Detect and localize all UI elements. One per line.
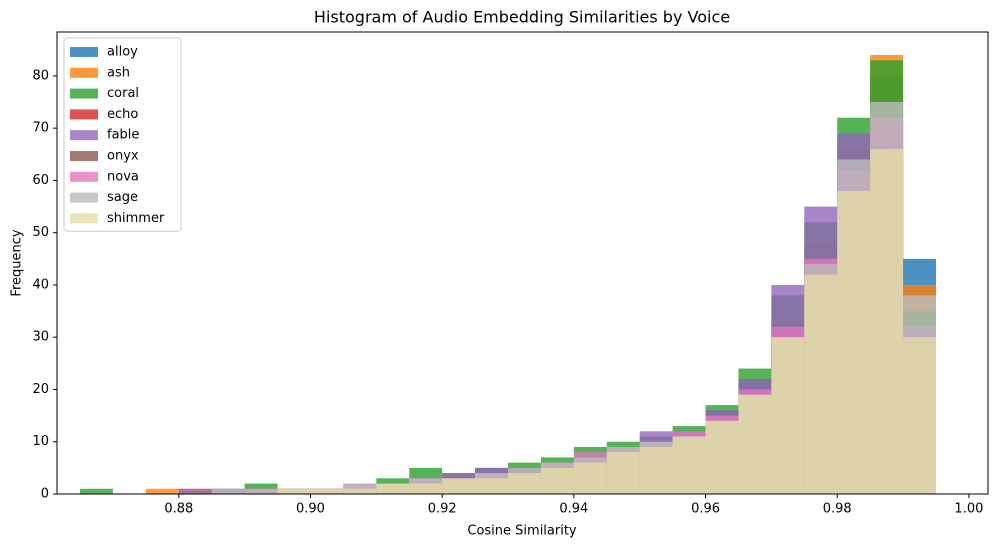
y-axis-label: Frequency xyxy=(10,229,25,296)
histogram-bar xyxy=(738,394,772,494)
histogram-bar xyxy=(80,488,113,494)
legend-label: echo xyxy=(107,107,138,122)
histogram-bar xyxy=(672,436,706,494)
histogram-bar xyxy=(639,446,673,494)
histogram-bar xyxy=(244,488,278,494)
x-tick-label: 0.96 xyxy=(691,502,720,517)
legend-label: alloy xyxy=(107,45,138,60)
legend-swatch xyxy=(70,171,98,182)
histogram-bar xyxy=(277,488,311,494)
legend-swatch xyxy=(70,47,98,57)
y-tick-label: 50 xyxy=(32,225,49,240)
x-tick-label: 0.94 xyxy=(559,502,588,517)
histogram-bar xyxy=(903,337,936,494)
legend-swatch xyxy=(70,192,98,203)
histogram-bar xyxy=(343,488,377,494)
x-tick-label: 0.88 xyxy=(164,502,193,517)
histogram-bar xyxy=(540,467,574,494)
histogram-bar xyxy=(475,478,509,494)
y-tick-label: 20 xyxy=(32,382,49,397)
legend-label: onyx xyxy=(107,149,139,164)
histogram-bar xyxy=(442,478,476,494)
histogram-bar xyxy=(409,483,443,494)
y-tick-label: 80 xyxy=(32,68,49,83)
x-axis-label: Cosine Similarity xyxy=(467,524,577,539)
legend-swatch xyxy=(70,151,98,161)
legend-swatch xyxy=(70,130,98,141)
legend-label: fable xyxy=(107,128,139,143)
y-tick-label: 40 xyxy=(32,277,49,292)
histogram-bar xyxy=(508,473,541,494)
histogram-bar xyxy=(705,420,739,494)
histogram-bar xyxy=(606,452,640,494)
y-tick-label: 0 xyxy=(41,487,49,502)
legend-label: sage xyxy=(107,190,138,205)
histogram-bar xyxy=(145,488,179,494)
legend-label: ash xyxy=(107,65,130,80)
x-tick-label: 0.98 xyxy=(823,502,852,517)
legend-swatch xyxy=(70,109,98,120)
legend-box xyxy=(63,37,182,232)
y-tick-label: 30 xyxy=(32,330,49,345)
legend-swatch xyxy=(70,213,98,224)
plot-frame xyxy=(56,31,989,495)
x-tick-label: 0.90 xyxy=(296,502,325,517)
legend-label: nova xyxy=(107,169,139,184)
series-shimmer xyxy=(277,149,936,495)
legend-label: coral xyxy=(107,86,139,101)
x-tick-label: 0.92 xyxy=(428,502,457,517)
histogram-bar xyxy=(870,149,904,494)
histogram-bar xyxy=(376,483,410,494)
chart-title: Histogram of Audio Embedding Similaritie… xyxy=(314,8,730,27)
x-tick-label: 1.00 xyxy=(954,502,983,517)
histogram-bar xyxy=(573,462,607,494)
legend-label: shimmer xyxy=(107,211,165,226)
y-tick-label: 60 xyxy=(32,173,49,188)
y-tick-label: 10 xyxy=(32,434,49,449)
histogram-bar xyxy=(211,488,245,494)
histogram-bar xyxy=(804,274,838,494)
histogram-bar xyxy=(178,488,212,494)
histogram-bar xyxy=(771,337,805,494)
legend-swatch xyxy=(70,67,98,78)
legend-swatch xyxy=(70,88,98,99)
y-tick-label: 70 xyxy=(32,121,49,136)
histogram-bar xyxy=(310,488,344,494)
histogram-bar xyxy=(837,190,871,495)
